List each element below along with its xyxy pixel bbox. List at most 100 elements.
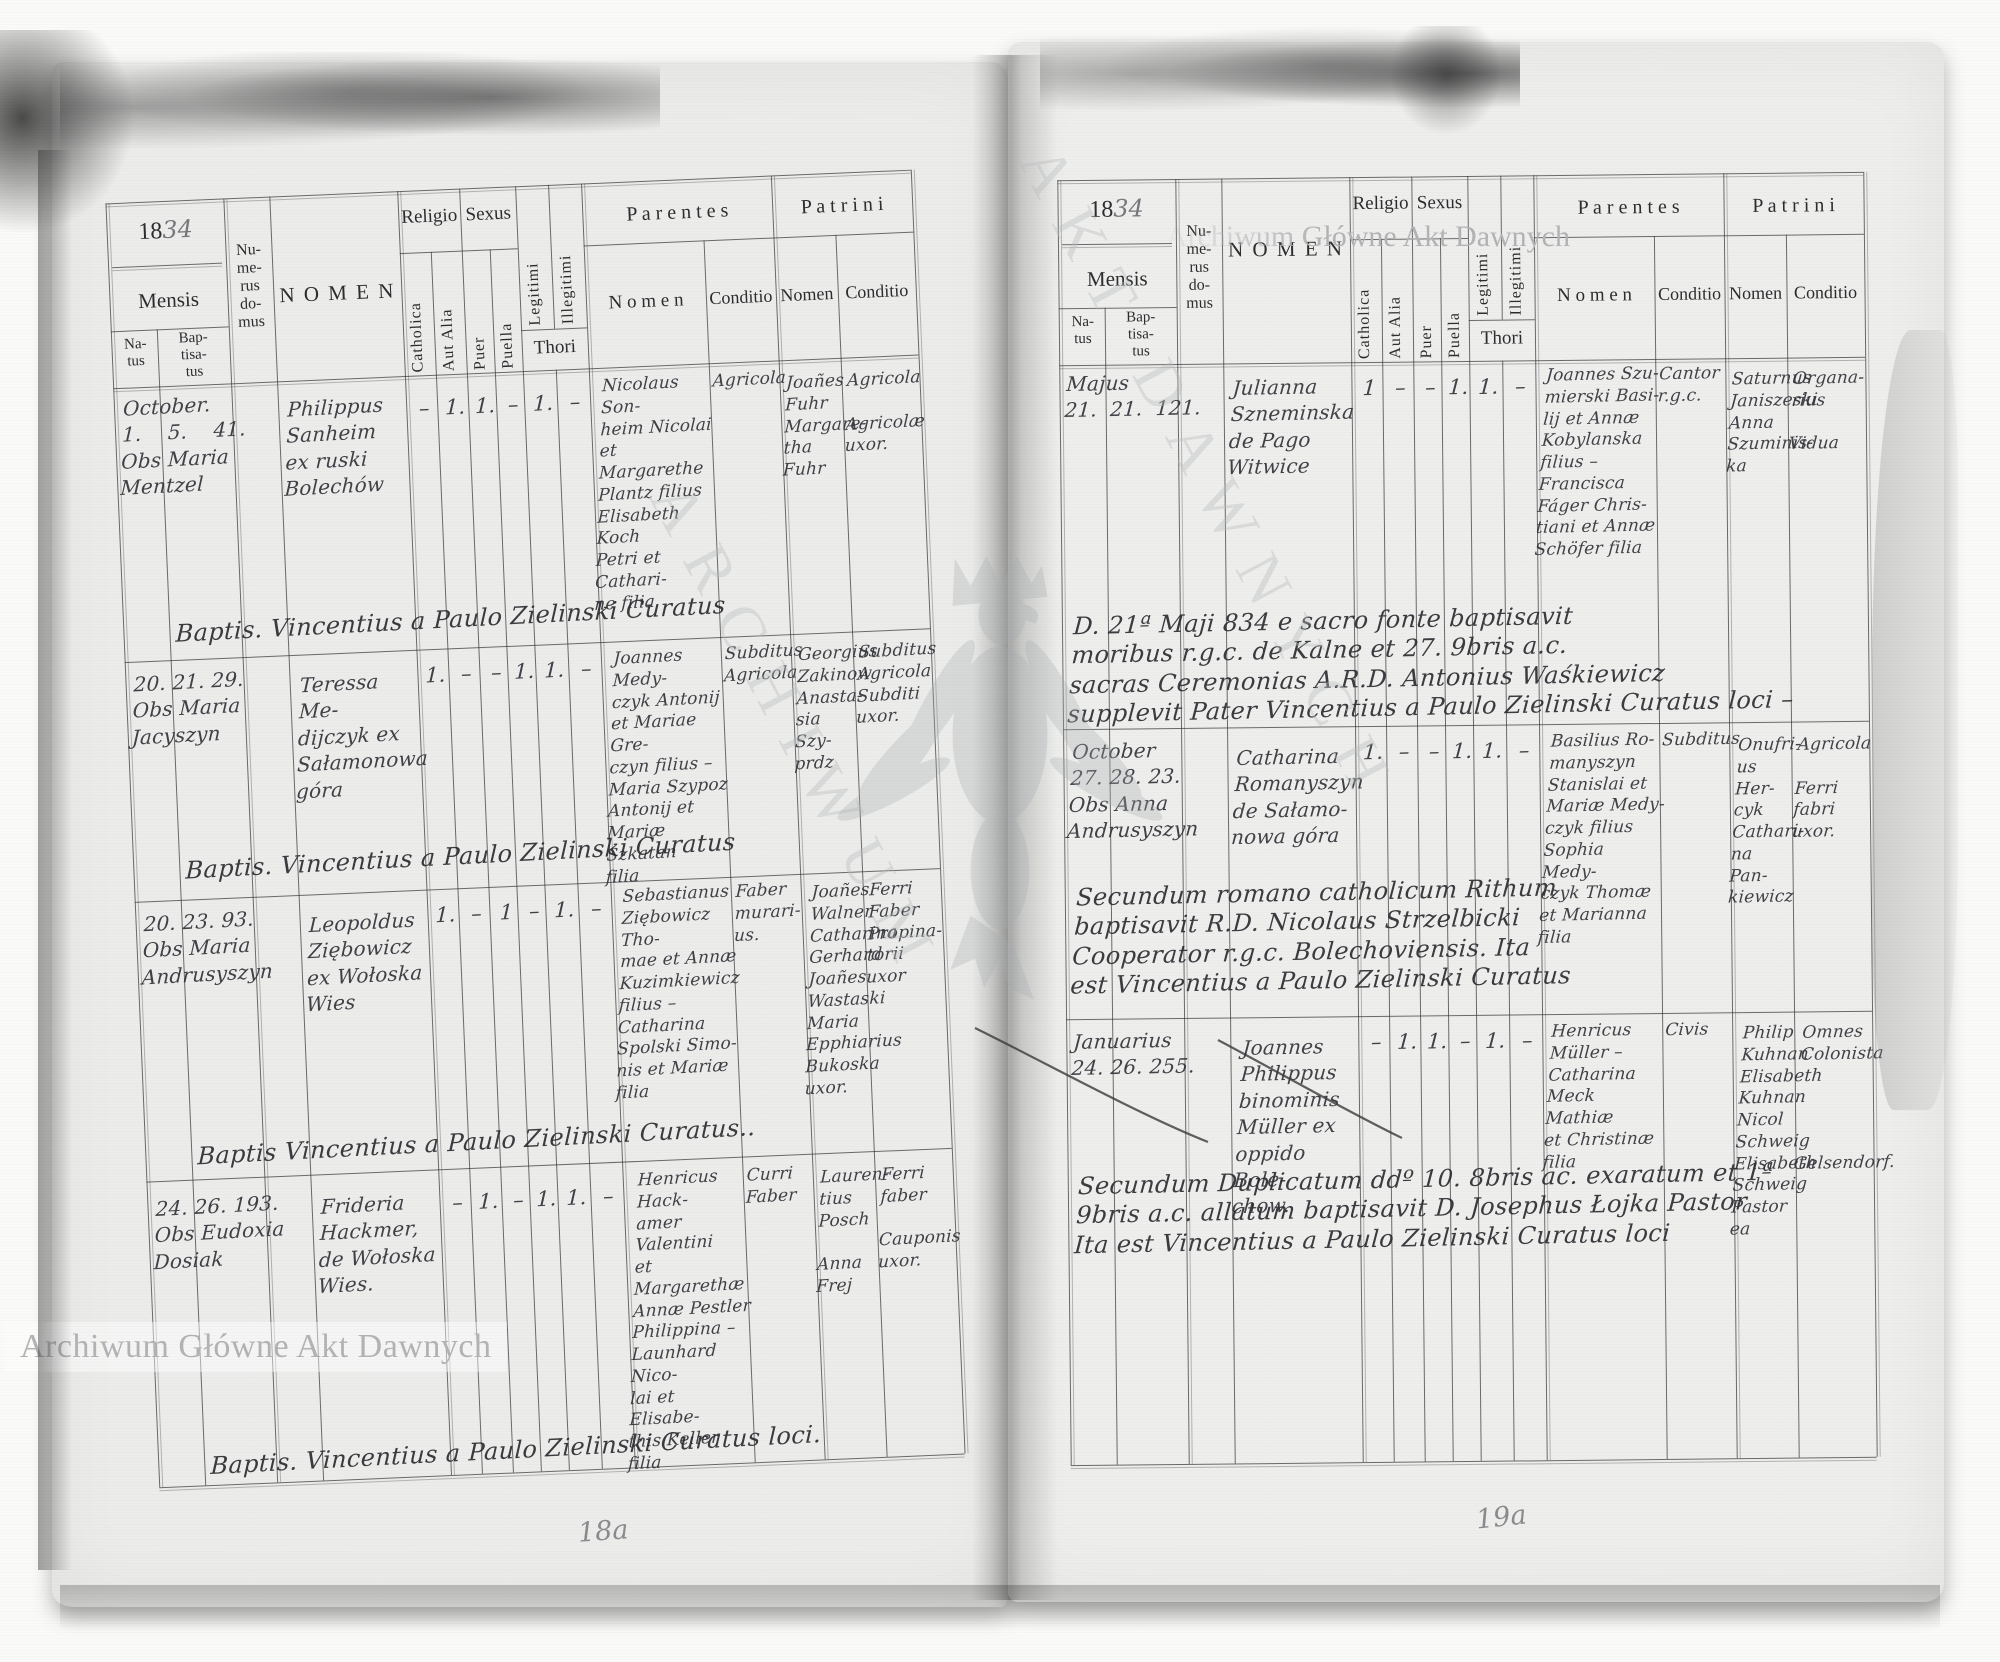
mark-puella: 1.: [1451, 738, 1474, 764]
torn-corner: [1380, 26, 1500, 146]
folio-number-left: 18a: [576, 1514, 630, 1549]
mark-catholica: 1: [1361, 375, 1378, 401]
pen-stroke: [1217, 1039, 1403, 1139]
entry-mensis: 20. 23. 93. Obs Maria Andrusyszyn: [141, 906, 274, 990]
col-catholica: Catholica: [406, 301, 427, 373]
entry-nomen: Julianna Szneminska de Pago Witwice: [1226, 374, 1356, 480]
mark-legitimi: 1.: [565, 1185, 588, 1211]
mark-illegitimi: –: [1518, 738, 1531, 763]
mark-puella: –: [1459, 1028, 1472, 1054]
entry-parentes-nomen: Nicolaus Son- heim Nicolai et Margarethe…: [594, 371, 713, 615]
rule-line: [1439, 238, 1454, 1462]
col-religio: Religio: [400, 204, 458, 229]
col-natus: Na- tus: [1071, 313, 1095, 347]
col-aut-alia: Aut Alia: [1386, 295, 1405, 359]
mark-puella: –: [507, 392, 520, 417]
rule-line: [1468, 319, 1535, 321]
col-patrini-nomen: Nomen: [1728, 282, 1783, 304]
entry-nomen: Frideria Hackmer, de Wołoska Wies.: [317, 1190, 437, 1299]
mark-catholica: 1.: [1362, 739, 1385, 765]
torn-edge-shadow: [60, 52, 660, 152]
col-sexus: Sexus: [465, 202, 512, 226]
year-handwritten: 34: [161, 214, 194, 245]
col-numerus-domus: Nu- me- rus do- mus: [235, 240, 266, 331]
rule-line: [583, 231, 914, 247]
col-illegitimi: Illegitimi: [1507, 245, 1525, 316]
rule-line: [112, 262, 223, 269]
col-mensis: Mensis: [1086, 266, 1148, 291]
mark-catholica: 1.: [434, 902, 457, 928]
mark-puer: 1.: [474, 393, 496, 419]
mark-illegitimi: –: [602, 1183, 615, 1209]
baptism-note: D. 21ª Maji 834 e sacro fonte baptisavit…: [1066, 601, 1795, 729]
register-table-right: 1834 Mensis Na- tus Bap- tisa- tus Nu- m…: [1057, 171, 1896, 1467]
col-thori: Thori: [533, 335, 577, 359]
torn-edge-shadow: [1040, 24, 1520, 114]
entry-patrini-conditio: Ferri faber Cauponis uxor.: [877, 1162, 962, 1273]
col-baptisatus: Bap- tisa- tus: [178, 329, 209, 380]
col-natus: Na- tus: [123, 335, 147, 370]
col-thori: Thori: [1480, 327, 1524, 349]
mark-puer: –: [512, 1187, 525, 1213]
entry-parentes-nomen: Henricus Müller – Catharina Meck Mathiæ …: [1541, 1020, 1655, 1173]
mark-aut-alia: 1.: [478, 1188, 500, 1214]
eagle-beak: [1020, 603, 1039, 624]
entry-nomen: Teressa Me- dijczyk ex Sałamonowa góra: [295, 668, 429, 804]
entry-mensis: October. 1. 5. 41. Obs Maria Mentzel: [119, 392, 247, 501]
entry-parentes-conditio: Cantor r.g.c.: [1657, 363, 1721, 407]
eagle-wing-feather: [1039, 693, 1142, 799]
mark-puella: 1.: [535, 1186, 558, 1212]
col-patrini: P a t r i n i: [1752, 194, 1836, 217]
entry-mensis: 20. 21. 29. Obs Maria Jacyszyn: [131, 666, 245, 750]
entry-patrini-nomen: Lauren- tius Posch Anna Frej: [815, 1164, 890, 1297]
rule-line: [459, 188, 514, 1473]
col-puella: Puella: [497, 322, 517, 370]
entry-parentes-conditio: Civis: [1664, 1019, 1710, 1041]
entry-parentes-conditio: Subditus Agricola: [723, 640, 803, 687]
rule-line: [521, 327, 588, 332]
entry-patrini-nomen: Saturnus Janiszeski Anna Szuminis- ka: [1725, 367, 1819, 477]
col-patrini-conditio: Conditio: [844, 279, 909, 303]
mark-puer: –: [1428, 739, 1441, 764]
mark-aut-alia: –: [1398, 739, 1411, 764]
mark-puella: 1.: [513, 658, 536, 684]
eagle-tail: [970, 811, 1030, 930]
col-puella: Puella: [1445, 312, 1464, 359]
rule-line: [1349, 237, 1468, 241]
eagle-wing-feather: [858, 693, 961, 799]
entry-parentes-nomen: Joannes Szu- mierski Basi- lij et Annæ K…: [1533, 363, 1661, 560]
entry-parentes-conditio: Agricola: [712, 367, 787, 392]
col-parentes-conditio: Conditio: [709, 285, 773, 309]
mark-legitimi: 1.: [543, 657, 566, 683]
entry-nomen: Philippus Sanheim ex ruski Bolechów: [284, 392, 385, 502]
rule-line: [399, 248, 518, 255]
mark-legitimi: 1.: [1484, 1028, 1507, 1053]
rule-line: [1533, 233, 1864, 239]
year-handwritten: 34: [1113, 194, 1145, 223]
mark-legitimi: 1.: [532, 390, 554, 416]
rule-line: [1467, 175, 1482, 1461]
mark-puella: 1.: [1447, 374, 1470, 400]
eagle-head: [978, 585, 1026, 645]
mark-legitimi: 1.: [1481, 738, 1504, 763]
entry-patrini-conditio: Omnes Colonista Gelsendorf.: [1793, 1021, 1896, 1174]
mark-catholica: –: [451, 1190, 464, 1215]
book-edge-shadow: [38, 150, 72, 1570]
col-puer: Puer: [1417, 324, 1436, 359]
eagle-crown: [952, 556, 1048, 606]
rule-line: [1070, 1456, 1877, 1467]
rule-line: [1500, 175, 1503, 320]
eagle-wing-feather: [837, 757, 950, 821]
mark-catholica: 1.: [424, 662, 447, 688]
pen-stroke: [974, 1027, 1209, 1144]
col-numerus-domus: Nu- me- rus do- mus: [1186, 222, 1214, 312]
torn-right-edge: [1872, 330, 1958, 1110]
mark-legitimi: 1.: [553, 897, 576, 923]
col-nomen: N O M E N: [278, 278, 396, 308]
pen-strokes: [974, 1027, 1403, 1144]
eagle-tail-fan: [950, 915, 1034, 1000]
rule-line: [1380, 238, 1395, 1462]
rule-line: [1057, 171, 1864, 182]
col-legitimi: Legitimi: [524, 262, 544, 326]
year-label: 1834: [1061, 194, 1171, 224]
